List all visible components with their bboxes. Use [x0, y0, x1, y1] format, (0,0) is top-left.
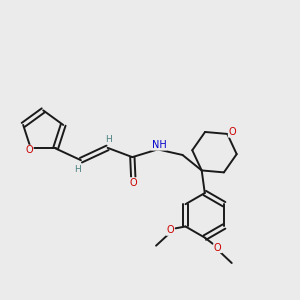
Text: NH: NH [152, 140, 166, 150]
Text: O: O [166, 225, 174, 235]
Text: O: O [228, 127, 236, 137]
Text: O: O [214, 242, 222, 253]
Text: H: H [74, 165, 81, 174]
Text: H: H [105, 135, 112, 144]
Text: O: O [130, 178, 137, 188]
Text: O: O [26, 145, 33, 155]
